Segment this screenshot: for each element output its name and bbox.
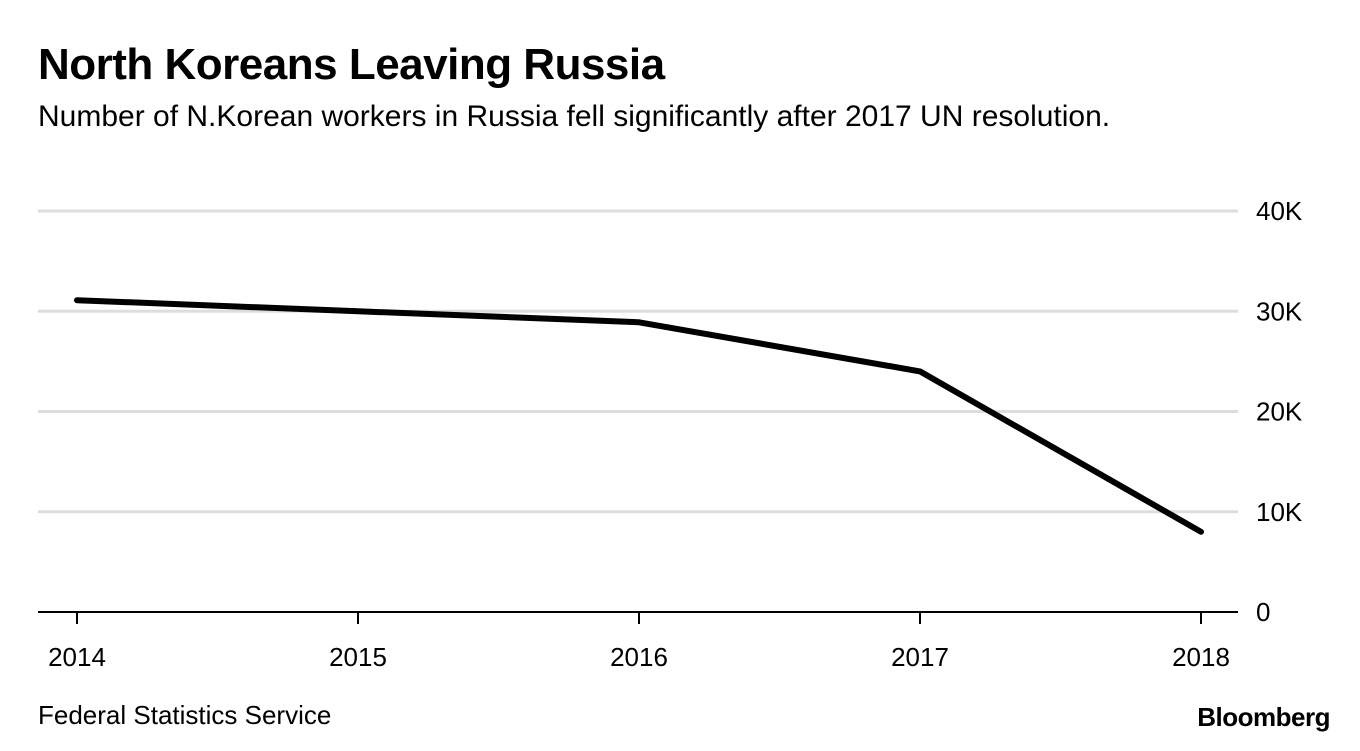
source-note: Federal Statistics Service <box>38 700 332 730</box>
x-tick-label: 2016 <box>610 642 668 672</box>
y-tick-label: 40K <box>1256 196 1303 226</box>
y-tick-label: 30K <box>1256 296 1303 326</box>
y-tick-label: 0 <box>1256 597 1270 627</box>
y-axis: 0 10K 20K 30K 40K <box>1256 196 1303 627</box>
gridlines <box>38 209 1238 514</box>
x-axis <box>38 611 1238 624</box>
x-tick-label: 2014 <box>48 642 106 672</box>
y-tick-label: 10K <box>1256 497 1303 527</box>
chart-subtitle: Number of N.Korean workers in Russia fel… <box>38 100 1111 133</box>
x-tick-label: 2018 <box>1172 642 1230 672</box>
x-tick-labels: 2014 2015 2016 2017 2018 <box>48 642 1230 672</box>
y-tick-label: 20K <box>1256 397 1303 427</box>
bloomberg-logo: Bloomberg <box>1197 702 1330 732</box>
series-line-0 <box>74 297 1204 535</box>
x-tick-label: 2015 <box>329 642 387 672</box>
series-layer <box>74 297 1204 535</box>
chart-title: North Koreans Leaving Russia <box>38 40 665 89</box>
x-tick-label: 2017 <box>891 642 949 672</box>
